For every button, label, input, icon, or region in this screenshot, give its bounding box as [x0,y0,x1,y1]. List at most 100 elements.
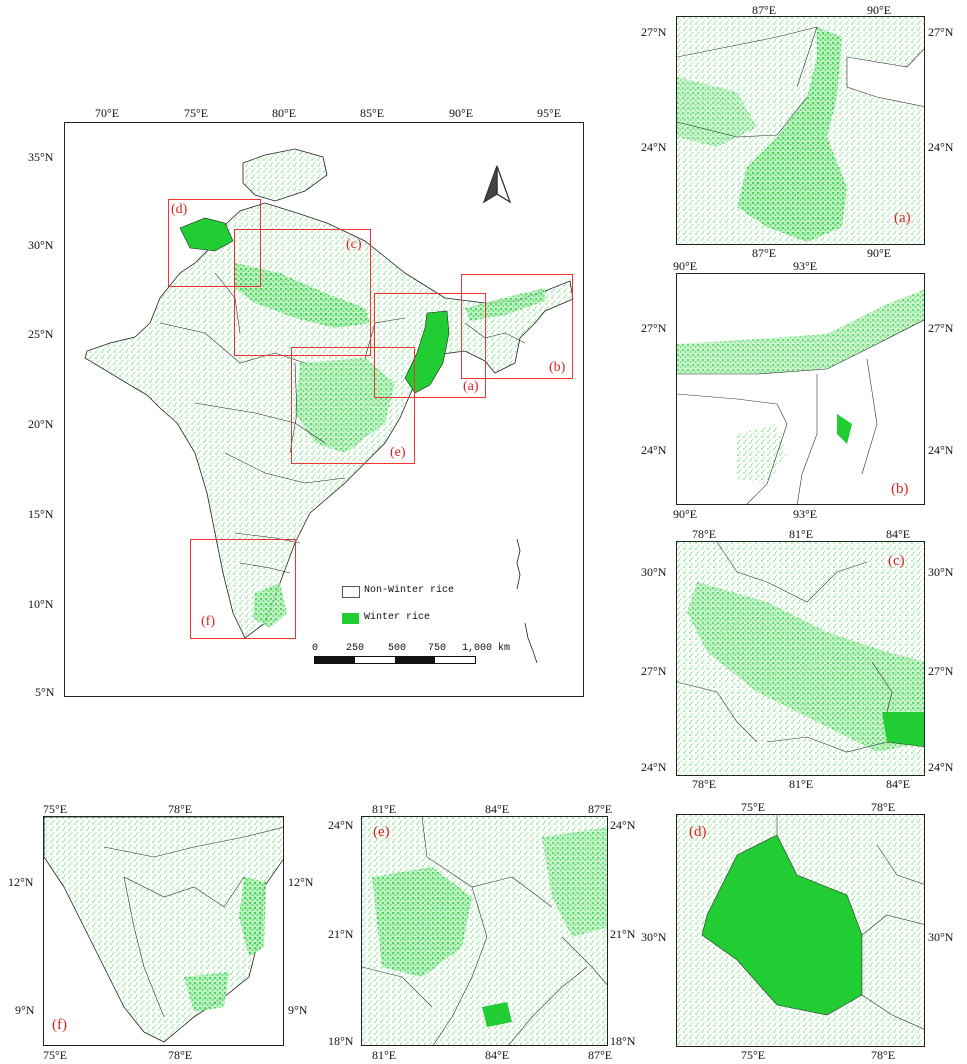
panel-b-bottom-lon: 93°E [793,507,818,521]
north-arrow-icon [481,164,513,206]
panel-f-right-lat: 9°N [288,1003,308,1017]
panel-a-letter: (a) [894,210,911,226]
panel-b-left-lat: 27°N [641,321,667,335]
panel-f-left-lat: 9°N [15,1003,35,1017]
extent-label-a: (a) [463,379,479,394]
panel-b-right-lat: 24°N [928,443,954,457]
panel-c-right-lat: 30°N [928,565,954,579]
panel-c-left-lat: 27°N [641,664,667,678]
panel-c-top-lon: 81°E [789,527,814,541]
panel-c-right-lat: 27°N [928,664,954,678]
panel-e-top-lon: 84°E [485,802,510,816]
panel-e-letter: (e) [373,824,390,840]
lat-tick-label: 15°N [28,507,54,521]
panel-d-top-lon: 75°E [741,800,766,814]
andaman-islands [516,538,538,664]
scale-label: 500 [388,643,407,654]
panel-b-top-lon: 93°E [793,259,818,273]
panel-f-left-lat: 12°N [8,875,34,889]
scale-label: 1,000 km [462,643,511,654]
lon-tick-label: 70°E [95,106,120,120]
extent-box-c [234,229,371,356]
lat-tick-label: 20°N [28,417,54,431]
extent-label-f: (f) [201,614,215,629]
panel-c-bottom-lon: 78°E [692,777,717,791]
panel-e-top-lon: 87°E [588,802,613,816]
extent-label-c: (c) [346,237,362,252]
panel-b-bottom-lon: 90°E [673,507,698,521]
lon-tick-label: 85°E [360,106,385,120]
lat-tick-label: 35°N [28,150,54,164]
panel-a-left-lat: 27°N [641,25,667,39]
lon-tick-label: 80°E [272,106,297,120]
panel-a-bottom-lon: 87°E [752,246,777,260]
panel-e-bottom-lon: 87°E [588,1048,613,1062]
extent-box-d [168,199,261,287]
panel-b-map [676,273,925,505]
panel-a-bottom-lon: 90°E [867,246,892,260]
panel-c-bottom-lon: 84°E [886,777,911,791]
scale-label: 250 [346,643,365,654]
extent-label-d: (d) [171,202,188,217]
lon-tick-label: 75°E [184,106,209,120]
panel-c-left-lat: 24°N [641,760,667,774]
lat-tick-label: 30°N [28,238,54,252]
panel-e-left-lat: 18°N [328,1034,354,1048]
panel-f-bottom-lon: 75°E [43,1048,68,1062]
panel-e-bottom-lon: 84°E [485,1048,510,1062]
extent-label-e: (e) [390,445,406,460]
panel-e-map [361,816,608,1046]
extent-box-b [461,274,573,379]
main-map [64,122,584,697]
panel-a-map [676,16,925,245]
panel-a-left-lat: 24°N [641,140,667,154]
panel-a-right-lat: 24°N [928,140,954,154]
scale-bar [314,656,476,664]
legend-non-winter-swatch [342,586,360,598]
panel-f-top-lon: 75°E [43,802,68,816]
panel-d-top-lon: 78°E [871,800,896,814]
panel-a-top-lon: 90°E [867,3,892,17]
panel-f-bottom-lon: 78°E [168,1048,193,1062]
panel-f-map [43,816,284,1046]
scale-label: 750 [428,643,447,654]
panel-d-left-lat: 30°N [641,930,667,944]
lat-tick-label: 10°N [28,597,54,611]
panel-f-right-lat: 12°N [288,875,314,889]
panel-a-top-lon: 87°E [752,3,777,17]
legend-non-winter-label: Non-Winter rice [364,585,455,596]
panel-d-bottom-lon: 78°E [871,1048,896,1062]
panel-b-letter: (b) [891,481,909,497]
lon-tick-label: 95°E [537,106,562,120]
panel-d-letter: (d) [689,824,707,840]
extent-label-b: (b) [549,360,566,375]
panel-c-top-lon: 84°E [886,527,911,541]
panel-d-right-lat: 30°N [928,930,954,944]
panel-e-right-lat: 18°N [610,1034,636,1048]
panel-e-right-lat: 24°N [610,818,636,832]
panel-c-bottom-lon: 81°E [789,777,814,791]
panel-f-top-lon: 78°E [168,802,193,816]
panel-c-left-lat: 30°N [641,565,667,579]
panel-a-right-lat: 27°N [928,25,954,39]
panel-e-left-lat: 24°N [328,818,354,832]
panel-c-top-lon: 78°E [692,527,717,541]
main-map-canvas [84,148,574,664]
panel-b-right-lat: 27°N [928,321,954,335]
panel-e-left-lat: 21°N [328,927,354,941]
legend-winter-label: Winter rice [364,612,431,623]
panel-f-letter: (f) [52,1017,67,1033]
lat-tick-label: 5°N [35,685,55,699]
panel-b-top-lon: 90°E [673,259,698,273]
scale-label: 0 [312,643,319,654]
extent-box-e [291,347,415,464]
extent-box-f [190,539,296,639]
lon-tick-label: 90°E [449,106,474,120]
panel-e-top-lon: 81°E [372,802,397,816]
lat-tick-label: 25°N [28,327,54,341]
panel-c-right-lat: 24°N [928,760,954,774]
panel-c-letter: (c) [888,553,905,569]
panel-d-bottom-lon: 75°E [741,1048,766,1062]
panel-e-right-lat: 21°N [610,927,636,941]
extent-box-a [374,293,486,398]
